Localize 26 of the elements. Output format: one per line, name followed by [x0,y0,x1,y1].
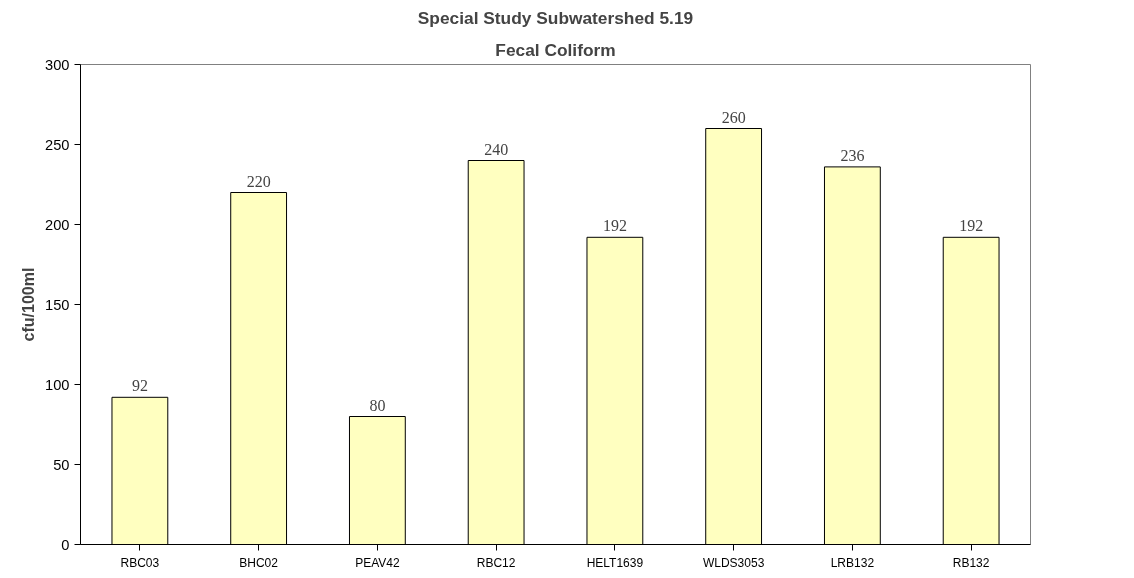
data-label: 80 [369,396,386,414]
y-tick-label: 150 [45,296,70,313]
chart-title: Special Study Subwatershed 5.19 [417,7,694,28]
x-tick-label: HELT1639 [586,555,644,570]
data-label: 192 [959,217,984,235]
y-tick-label: 0 [61,536,70,553]
x-tick-label: RB132 [952,555,990,570]
y-tick-label: 100 [45,376,70,393]
chart-subtitle: Fecal Coliform [495,39,616,60]
data-label: 240 [484,140,509,158]
x-tick-label: RBC03 [120,555,160,570]
y-tick-label: 300 [45,56,70,73]
data-label: 192 [602,217,627,235]
data-label: 220 [246,172,271,190]
x-tick-label: LRB132 [830,555,875,570]
x-tick-label: WLDS3053 [702,555,765,570]
y-tick-label: 250 [45,136,70,153]
data-label: 92 [131,377,148,395]
x-tick-label: PEAV42 [355,555,400,570]
y-axis-title: cfu/100ml [20,267,38,342]
x-tick-label: BHC02 [239,555,279,570]
y-tick-label: 200 [45,216,70,233]
data-label: 236 [840,146,865,164]
y-tick-label: 50 [53,456,70,473]
x-tick-label: RBC12 [476,555,516,570]
data-label: 260 [721,108,746,126]
